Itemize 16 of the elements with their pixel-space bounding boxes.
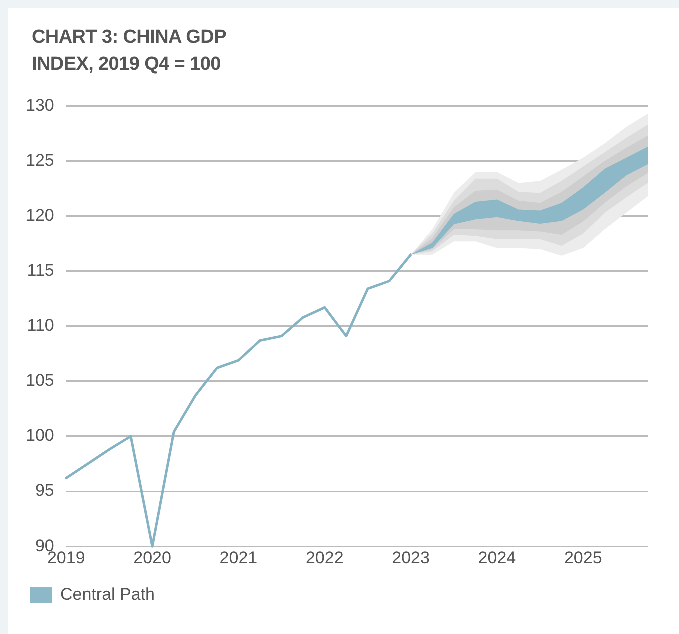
x-tick-label: 2022 bbox=[306, 548, 344, 568]
y-tick-label: 110 bbox=[27, 316, 54, 336]
chart-title: CHART 3: CHINA GDP INDEX, 2019 Q4 = 100 bbox=[32, 26, 228, 77]
y-tick-label: 105 bbox=[26, 371, 54, 390]
y-tick-label: 115 bbox=[27, 261, 54, 280]
x-tick-label: 2023 bbox=[392, 548, 430, 568]
y-tick-label: 130 bbox=[26, 96, 54, 115]
y-tick-label: 100 bbox=[26, 426, 54, 446]
y-tick-label: 125 bbox=[26, 150, 54, 170]
x-tick-label: 2021 bbox=[220, 548, 258, 568]
x-tick-label: 2025 bbox=[564, 548, 602, 568]
legend-label: Central Path bbox=[60, 585, 155, 604]
x-tick-label: 2024 bbox=[478, 548, 516, 568]
x-tick-label: 2020 bbox=[134, 548, 172, 568]
y-tick-label: 120 bbox=[26, 206, 54, 225]
y-tick-label: 95 bbox=[35, 481, 54, 500]
